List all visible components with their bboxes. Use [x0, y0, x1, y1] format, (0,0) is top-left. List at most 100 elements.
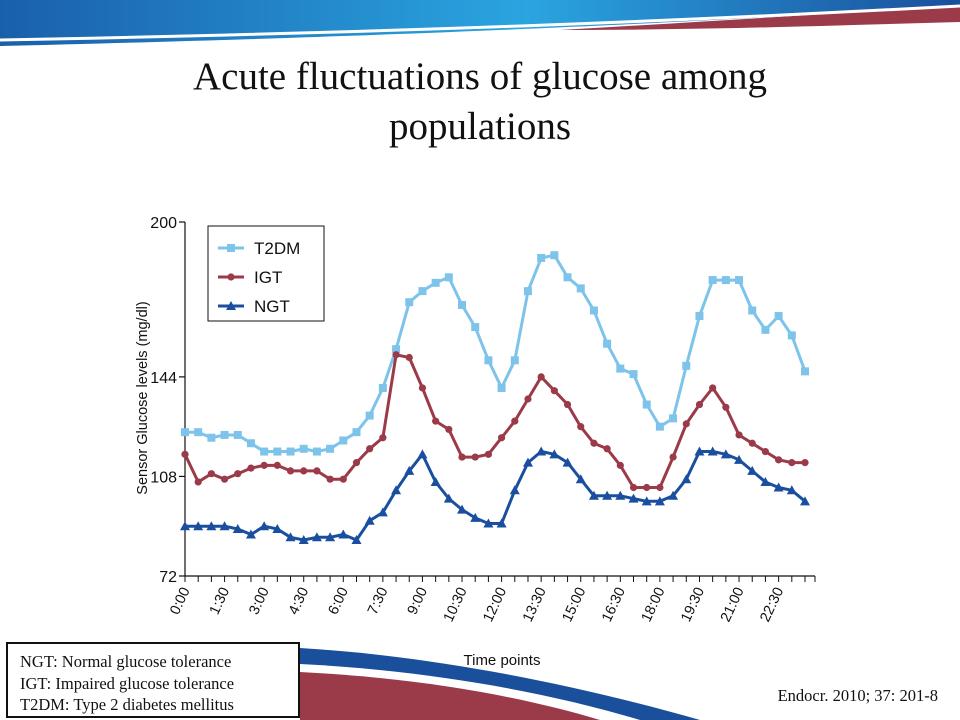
data-point-ngt [786, 485, 797, 495]
x-tick-label: 16:30 [599, 585, 629, 625]
data-point-ngt [522, 457, 533, 467]
data-point-igt [577, 423, 585, 431]
data-point-ngt [391, 485, 402, 495]
data-point-igt [603, 445, 611, 453]
x-tick-label: 12:00 [480, 585, 510, 625]
legend-label-ngt: NGT [254, 297, 290, 316]
data-point-t2dm [326, 444, 335, 453]
abbreviation-igt: IGT: Impaired glucose tolerance [20, 673, 235, 693]
x-tick-label: 9:00 [405, 585, 431, 617]
data-point-t2dm [273, 447, 282, 456]
data-point-t2dm [523, 287, 532, 296]
data-point-ngt [377, 507, 388, 517]
data-point-igt [722, 403, 730, 411]
data-point-igt [405, 353, 413, 362]
data-point-t2dm [787, 331, 796, 340]
x-tick-label: 19:30 [678, 585, 708, 625]
data-point-ngt [259, 521, 270, 531]
data-point-igt [695, 400, 704, 409]
data-point-t2dm [735, 276, 744, 285]
data-point-igt [458, 453, 466, 461]
data-point-igt [735, 431, 743, 439]
data-point-t2dm [246, 439, 255, 448]
data-point-ngt [470, 512, 481, 522]
data-point-igt [300, 467, 308, 475]
y-tick-label: 144 [150, 370, 177, 387]
chart-legend: T2DM IGT NGT [207, 225, 325, 322]
data-point-igt [260, 461, 268, 469]
data-point-igt [339, 475, 347, 483]
legend-label-igt: IGT [254, 268, 282, 287]
data-point-igt [748, 439, 756, 447]
data-point-igt [247, 464, 255, 472]
data-point-igt [445, 425, 453, 434]
data-point-t2dm [418, 287, 427, 296]
x-tick-label: 1:30 [207, 585, 233, 617]
data-point-t2dm [431, 278, 440, 287]
chart-series [180, 251, 810, 545]
data-point-igt [788, 459, 796, 467]
x-tick-label: 7:30 [365, 585, 391, 617]
data-point-igt [484, 450, 493, 458]
data-point-ngt [180, 521, 190, 531]
data-point-ngt [681, 474, 692, 484]
data-point-t2dm [761, 325, 770, 334]
bottom-banner-red [300, 672, 600, 720]
citation: Endocr. 2010; 37: 201-8 [777, 686, 938, 705]
data-point-igt [537, 373, 545, 381]
data-point-t2dm [260, 447, 269, 456]
data-point-t2dm [642, 400, 651, 409]
data-point-ngt [747, 465, 758, 475]
data-point-t2dm [471, 323, 480, 332]
data-point-ngt [272, 523, 283, 533]
data-point-ngt [707, 446, 718, 456]
data-point-t2dm [378, 383, 387, 392]
data-point-t2dm [576, 284, 585, 293]
data-point-igt [563, 400, 572, 409]
data-point-ngt [483, 518, 494, 528]
data-point-ngt [615, 490, 626, 500]
data-point-t2dm [339, 436, 348, 445]
data-point-ngt [562, 457, 573, 467]
data-point-ngt [760, 476, 771, 486]
data-point-igt [682, 420, 690, 428]
data-point-igt [220, 475, 229, 483]
data-point-ngt [443, 493, 454, 503]
data-point-t2dm [708, 276, 717, 285]
data-point-t2dm [444, 273, 453, 282]
data-point-t2dm [233, 430, 242, 439]
legend-marker-t2dm [227, 244, 235, 252]
data-point-ngt [668, 490, 679, 500]
data-point-ngt [602, 490, 613, 500]
data-point-igt [352, 459, 361, 467]
data-point-igt [379, 434, 387, 442]
data-point-t2dm [510, 356, 519, 365]
data-point-t2dm [682, 361, 691, 370]
data-point-ngt [641, 496, 652, 506]
data-point-igt [181, 450, 189, 458]
data-point-igt [801, 459, 809, 467]
legend-marker-ngt [226, 301, 236, 310]
data-point-t2dm [365, 411, 374, 420]
data-point-t2dm [721, 276, 730, 285]
data-point-ngt [364, 515, 375, 525]
legend-label-t2dm: T2DM [254, 239, 300, 258]
data-point-igt [273, 461, 281, 469]
series-t2dm [181, 251, 809, 456]
data-point-ngt [628, 493, 639, 503]
data-point-igt [524, 395, 532, 403]
x-tick-label: 18:00 [639, 585, 669, 625]
legend-marker-igt [227, 273, 235, 281]
data-point-igt [497, 434, 506, 442]
data-point-ngt [575, 474, 586, 484]
data-point-igt [629, 483, 638, 492]
data-point-t2dm [286, 447, 295, 456]
series-ngt [180, 446, 810, 545]
data-point-ngt [734, 454, 745, 464]
data-point-igt [366, 445, 374, 453]
data-point-ngt [773, 482, 784, 492]
data-point-ngt [417, 449, 428, 459]
data-point-ngt [800, 496, 810, 506]
